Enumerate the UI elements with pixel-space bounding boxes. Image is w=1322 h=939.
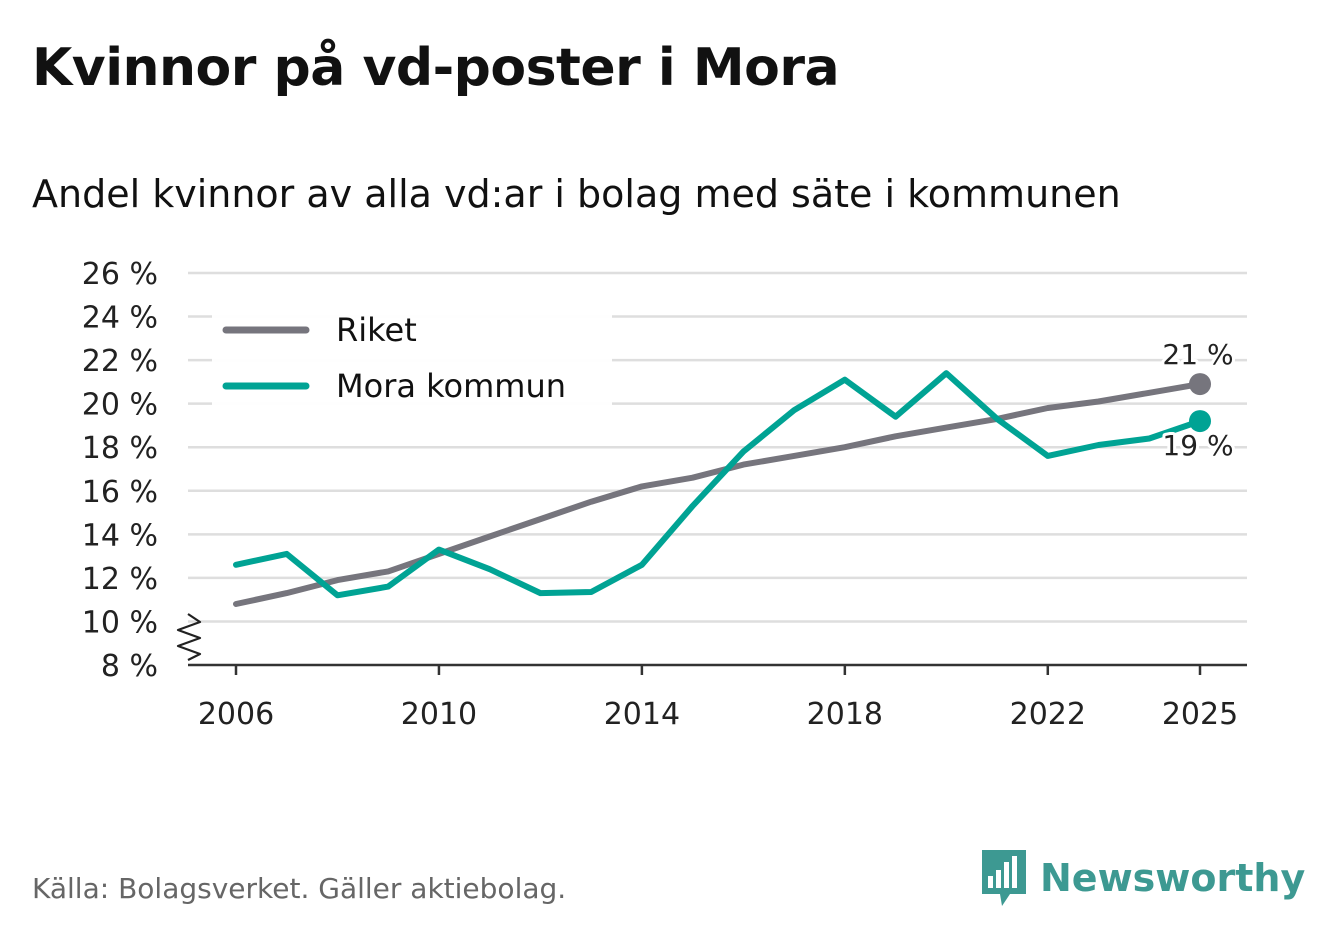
y-tick-label: 24 % [82,301,158,336]
x-tick-label: 2006 [198,697,274,732]
x-axis: 2006 2010 2014 2018 2022 2025 [188,663,1247,732]
axis-break-icon [176,613,202,661]
x-tick-label: 2010 [401,697,477,732]
y-tick-label: 10 % [82,605,158,640]
brand-name: Newsworthy [1040,856,1306,900]
end-point-marker [1189,373,1211,396]
x-tick-label: 2022 [1010,697,1086,732]
series-line-riket [233,381,1203,607]
y-axis-ticks: 8 % 10 % 12 % 14 % 16 % 18 % 20 % 22 % 24 % 26 % [82,257,202,684]
legend: Riket Mora kommun [212,306,612,418]
line-chart: 8 %10 %12 %14 %16 %18 %20 %22 %24 %26 % … [82,257,1247,732]
brand-logo: Newsworthy [980,848,1305,908]
y-tick-label: 16 % [82,475,158,510]
x-tick-label: 2018 [807,697,883,732]
source-note: Källa: Bolagsverket. Gäller aktiebolag. [32,872,567,905]
series-line-mora [233,370,1203,599]
y-tick-label: 26 % [82,257,158,292]
end-labels: 21 % 19 % [1159,335,1236,465]
chart-subtitle: Andel kvinnor av alla vd:ar i bolag med … [32,172,1121,216]
y-tick-label: 8 % [101,649,158,684]
legend-label: Riket [336,311,417,349]
series-lines [233,370,1211,607]
end-label: 21 % [1162,338,1233,371]
end-point-marker [1189,410,1211,433]
x-tick-label: 2014 [604,697,680,732]
x-tick-label: 2025 [1162,697,1238,732]
y-tick-label: 20 % [82,388,158,423]
y-tick-label: 14 % [82,518,158,553]
legend-label: Mora kommun [336,367,566,405]
y-tick-label: 22 % [82,344,158,379]
chart-title: Kvinnor på vd-poster i Mora [32,38,840,98]
y-tick-label: 18 % [82,431,158,466]
end-label: 19 % [1162,429,1233,462]
newsworthy-logo-icon [982,850,1026,906]
legend-box [212,306,612,418]
y-tick-label: 12 % [82,562,158,597]
